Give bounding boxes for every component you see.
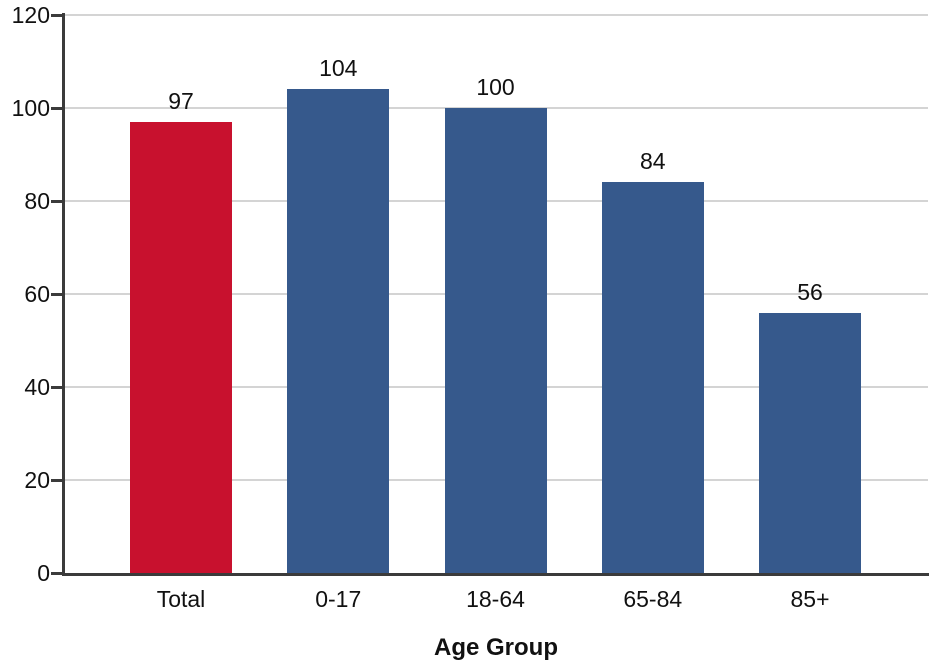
- bar-0-17: [287, 89, 390, 573]
- value-label-18-64: 100: [476, 74, 515, 100]
- y-tick-mark-20: [51, 478, 62, 482]
- x-tick-label-85+: 85+: [790, 586, 830, 612]
- bar-Total: [130, 121, 232, 573]
- value-label-65-84: 84: [639, 148, 666, 175]
- bar-85+: [759, 312, 861, 573]
- y-tick-label-20: 20: [24, 467, 50, 493]
- y-tick-label-80: 80: [24, 188, 50, 214]
- x-axis-line: [62, 573, 929, 576]
- y-tick-mark-100: [51, 106, 62, 110]
- y-tick-label-60: 60: [24, 281, 50, 307]
- y-tick-label-0: 0: [37, 560, 50, 586]
- value-label-85+: 56: [797, 278, 823, 305]
- bar-65-84: [601, 182, 704, 573]
- x-tick-label-18-64: 18-64: [466, 586, 525, 612]
- x-axis-title: Age Group: [434, 634, 558, 661]
- y-tick-mark-80: [51, 199, 62, 203]
- y-tick-mark-60: [51, 292, 62, 296]
- x-tick-label-65-84: 65-84: [623, 586, 683, 612]
- y-tick-mark-40: [51, 385, 62, 389]
- value-label-Total: 97: [168, 87, 194, 114]
- y-axis-line: [62, 13, 65, 576]
- bar-18-64: [444, 108, 547, 573]
- y-tick-mark-120: [51, 13, 62, 17]
- y-tick-label-100: 100: [11, 95, 50, 121]
- value-label-0-17: 104: [319, 55, 358, 82]
- x-tick-label-Total: Total: [156, 586, 206, 612]
- y-tick-label-40: 40: [24, 374, 50, 400]
- gridline-120: [63, 14, 928, 16]
- y-tick-label-120: 120: [11, 2, 50, 28]
- y-tick-mark-0: [51, 571, 62, 575]
- x-tick-label-0-17: 0-17: [315, 586, 362, 612]
